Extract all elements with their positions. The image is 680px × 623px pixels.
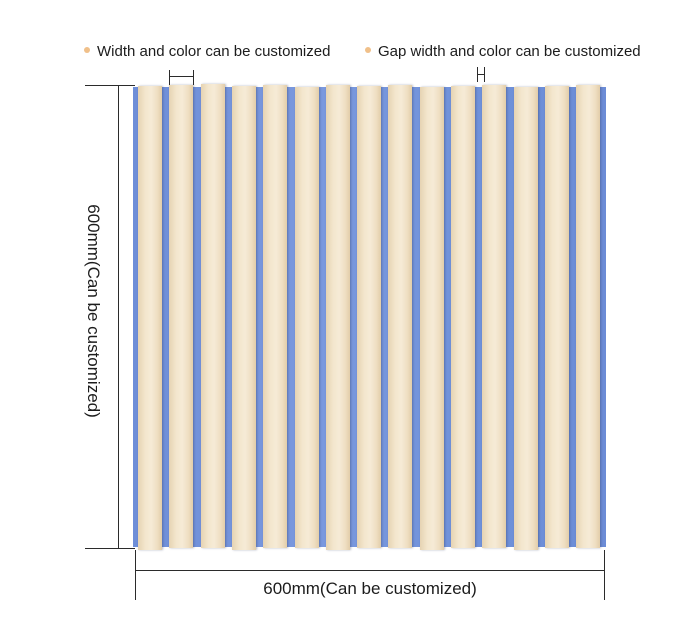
wood-slat [451,86,475,548]
slat-width-marker-line [169,76,194,77]
wood-slat [231,86,256,550]
width-dimension-line [135,570,605,571]
slat-width-marker-right-tick [193,70,194,85]
acoustic-slat-panel [133,84,606,550]
height-dimension-line [118,85,119,549]
width-dimension-label: 600mm(Can be customized) [263,579,477,598]
wood-slat [325,85,350,550]
wood-slat [419,87,444,550]
wood-slat [357,86,382,548]
wood-slat [576,85,601,548]
legend-text: Width and color can be customized [97,43,331,60]
wood-slat [200,84,225,548]
width-dimension-right-line [604,550,605,600]
bullet-dot-icon [365,47,371,54]
wood-slat [482,85,507,548]
wood-slat [294,87,319,548]
gap-width-marker-line [477,74,485,75]
wood-slat [388,85,413,548]
height-dimension-bottom-line [85,548,135,549]
height-dimension-top-line [85,85,135,86]
width-dimension-left-line [135,550,136,600]
wood-slat [544,86,569,548]
slat-width-marker-left-tick [169,70,170,85]
wood-slat [513,87,538,550]
bullet-dot-icon [84,47,90,54]
legend-item-gap-width: Gap width and color can be customized [365,42,641,62]
wood-slat [169,85,194,548]
wood-slat [263,85,288,548]
wood-slat [138,86,162,550]
height-dimension-label: 600mm(Can be customized) [84,204,103,418]
legend-text: Gap width and color can be customized [378,43,641,60]
legend-item-slat-width: Width and color can be customized [84,42,330,62]
